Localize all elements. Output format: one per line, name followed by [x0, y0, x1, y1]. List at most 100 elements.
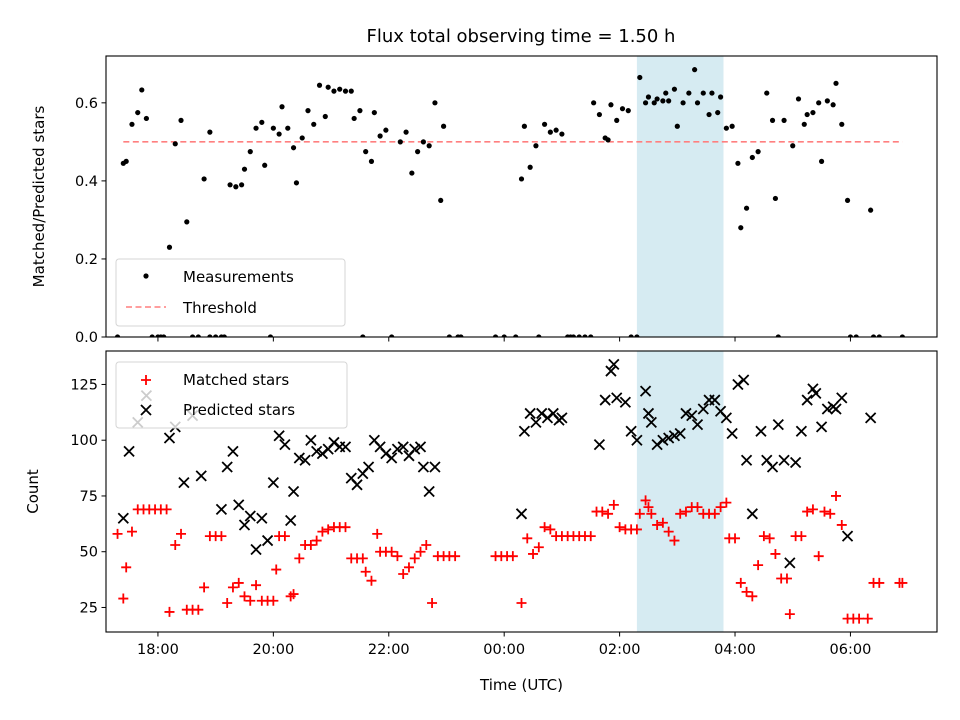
data-point [530, 416, 542, 429]
data-point [770, 548, 781, 559]
chart-title: Flux total observing time = 1.50 h [367, 26, 676, 47]
legend-frame [115, 361, 348, 429]
data-point [738, 374, 750, 386]
data-point [305, 108, 311, 114]
data-point [207, 129, 213, 135]
data-point [781, 573, 792, 584]
data-point [293, 180, 300, 186]
data-point [222, 598, 233, 609]
data-point [694, 100, 701, 106]
axes-frame [105, 55, 938, 338]
data-point [139, 87, 145, 93]
data-point [640, 495, 651, 506]
data-point [348, 88, 354, 94]
data-point [285, 125, 291, 131]
bottom-axes-counts: 25 50 75 100 125 18:00 20:00 22:00 00:00 02:00 04:… [24, 350, 938, 694]
data-point [276, 131, 282, 137]
data-point [397, 139, 403, 145]
data-point [608, 499, 619, 510]
data-point [642, 407, 655, 420]
data-point [121, 562, 132, 573]
data-point [273, 430, 285, 442]
data-point [195, 470, 207, 482]
data-point [536, 407, 548, 420]
y-axis-label: Count [24, 469, 42, 514]
data-point [813, 551, 824, 562]
data-point [421, 540, 432, 551]
data-point [377, 133, 383, 139]
x-tick-label: 20:00 [252, 642, 294, 658]
data-point [386, 452, 398, 464]
data-point [729, 123, 735, 129]
data-point [285, 514, 297, 527]
data-point [801, 394, 813, 406]
data-point [293, 452, 305, 464]
plot-area [114, 67, 905, 337]
data-point [804, 111, 810, 118]
data-point [599, 394, 611, 406]
data-point [764, 90, 770, 96]
data-point [216, 531, 227, 542]
data-point [755, 149, 761, 155]
data-point [458, 334, 464, 337]
legend-frame [115, 258, 346, 327]
data-point [316, 447, 329, 460]
data-point [830, 403, 842, 415]
data-point [686, 410, 698, 422]
data-point [652, 519, 663, 530]
data-point [669, 535, 680, 546]
data-point [839, 121, 845, 127]
data-point [709, 90, 715, 96]
data-point [657, 434, 669, 446]
data-point [545, 524, 556, 535]
data-point [357, 553, 368, 564]
data-point [438, 197, 444, 204]
data-point [631, 524, 642, 535]
data-point [570, 334, 577, 337]
data-point [524, 407, 536, 420]
data-point [819, 506, 830, 517]
data-point [423, 485, 435, 498]
data-point [337, 86, 343, 92]
data-point [625, 108, 631, 114]
y-axis-label: Matched/Predicted stars [30, 106, 48, 288]
data-point [114, 334, 121, 337]
data-point [841, 530, 854, 542]
data-point [802, 506, 813, 517]
data-point [527, 164, 533, 170]
data-point [233, 577, 244, 588]
data-point [582, 334, 588, 337]
data-point [331, 88, 337, 94]
data-point [824, 98, 830, 104]
data-point [233, 184, 239, 190]
data-point [380, 447, 392, 460]
data-point [386, 546, 397, 557]
data-point [522, 533, 533, 544]
data-point [322, 113, 328, 120]
data-point [259, 119, 265, 125]
data-point [781, 117, 787, 123]
data-point [403, 562, 414, 573]
data-point [619, 106, 626, 112]
data-point [758, 531, 769, 542]
data-point [796, 531, 807, 542]
data-point [831, 490, 842, 501]
data-point [830, 102, 836, 108]
data-point [279, 439, 291, 451]
data-point [844, 197, 851, 204]
data-point [371, 109, 377, 116]
data-point [247, 149, 253, 155]
data-point [446, 334, 452, 337]
data-point [810, 387, 822, 400]
legend-label-predicted: Predicted stars [183, 401, 295, 419]
data-point [619, 396, 632, 408]
data-point [311, 121, 317, 127]
data-point [403, 129, 409, 135]
data-point [753, 560, 764, 571]
data-point [267, 476, 279, 489]
data-point [663, 432, 675, 444]
data-point [801, 121, 807, 127]
data-point [417, 461, 430, 473]
data-point [176, 528, 187, 539]
